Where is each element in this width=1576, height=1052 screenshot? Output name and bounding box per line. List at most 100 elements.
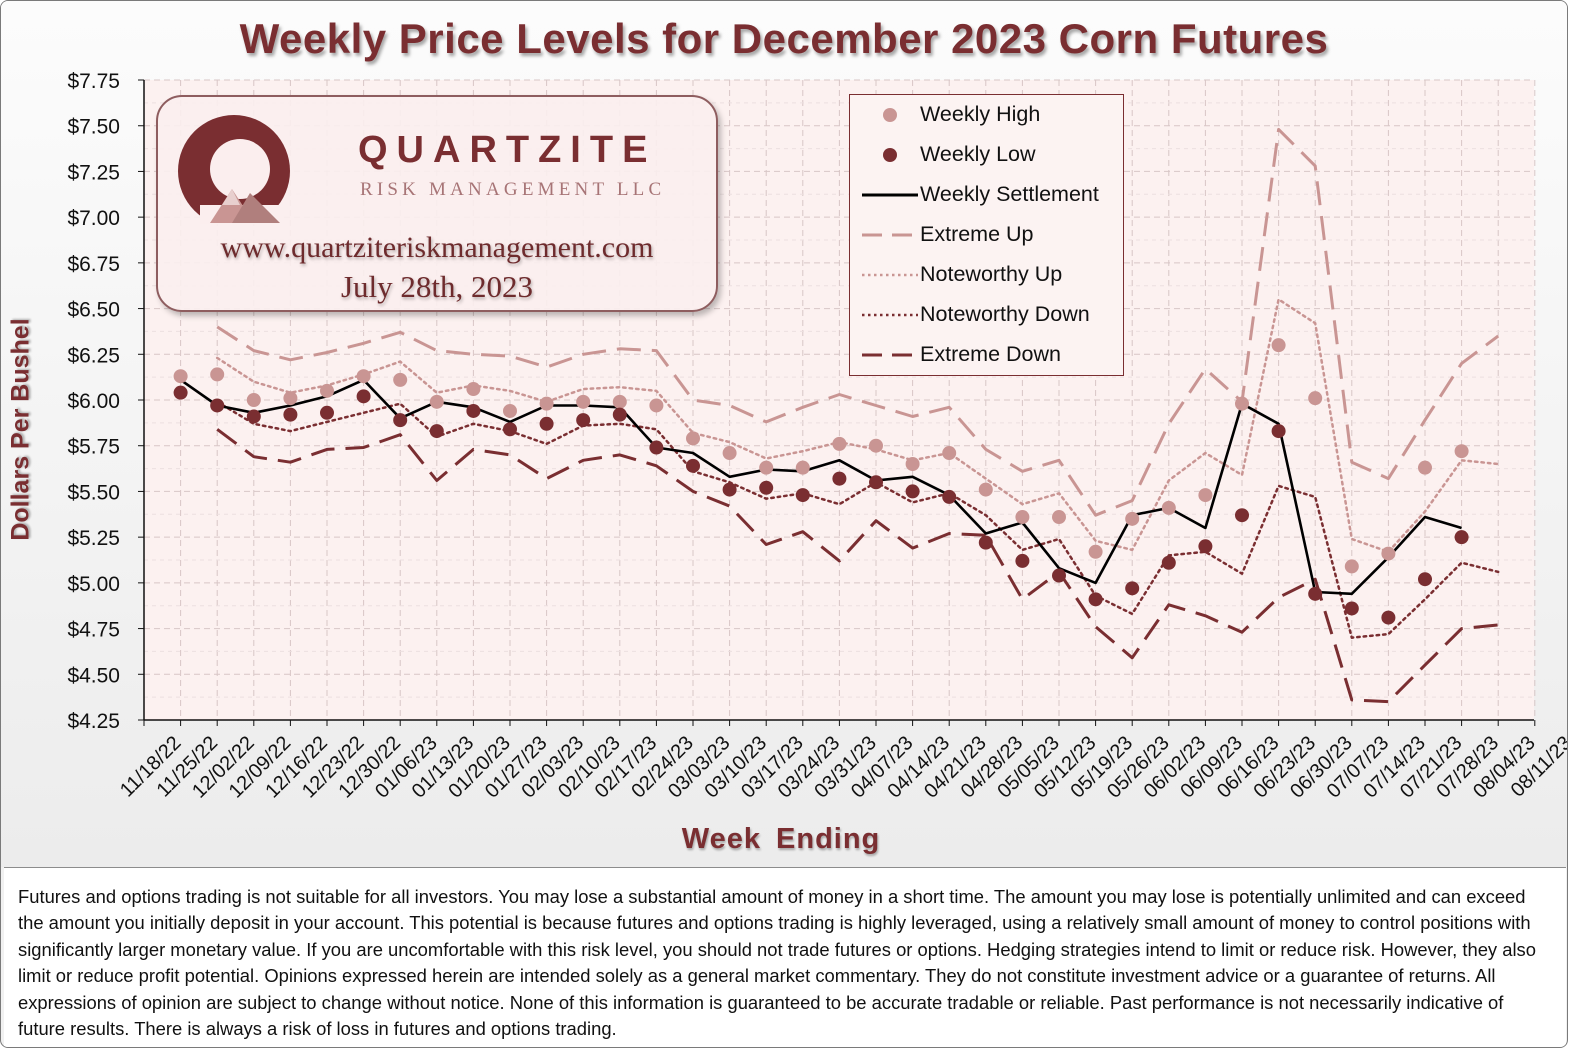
legend-marker-weekly-low: [883, 148, 897, 162]
point-weekly-low: [869, 475, 883, 490]
legend-item-noteworthy-down: Noteworthy Down: [850, 295, 1123, 335]
point-weekly-low: [1454, 530, 1469, 545]
logo-subtitle: RISK MANAGEMENT LLC: [360, 179, 666, 200]
y-tick-label: $4.75: [67, 619, 120, 642]
point-weekly-high: [1125, 511, 1140, 526]
legend-line-noteworthy-down: [862, 313, 918, 317]
point-weekly-high: [1271, 338, 1286, 353]
point-weekly-low: [210, 398, 225, 413]
legend-marker-weekly-high: [883, 108, 897, 122]
series-layer: [173, 127, 1500, 704]
point-weekly-high: [869, 438, 883, 453]
y-tick-label: $6.50: [67, 299, 120, 322]
point-weekly-low: [722, 482, 737, 497]
point-weekly-low: [649, 440, 664, 455]
point-weekly-high: [393, 372, 408, 387]
legend-line-noteworthy-up: [862, 273, 918, 277]
point-weekly-high: [283, 391, 298, 406]
legend-label: Extreme Down: [920, 342, 1061, 366]
point-weekly-high: [1381, 546, 1396, 561]
legend-line-extreme-down: [862, 353, 918, 357]
legend-label: Noteworthy Down: [920, 302, 1090, 326]
point-weekly-high: [210, 367, 225, 382]
point-weekly-high: [686, 431, 700, 446]
point-weekly-low: [1052, 568, 1066, 583]
y-tick-label: $7.50: [67, 116, 120, 139]
point-weekly-low: [320, 405, 334, 420]
point-weekly-low: [1344, 601, 1359, 616]
quartzite-logo-icon: [178, 115, 290, 224]
report-date: July 28th, 2023: [340, 269, 534, 304]
disclaimer-text: Futures and options trading is not suita…: [18, 886, 1536, 1040]
legend-item-weekly-high: Weekly High: [850, 95, 1123, 135]
point-weekly-high: [429, 394, 444, 409]
point-weekly-low: [1125, 581, 1140, 596]
axes: [138, 79, 1536, 726]
legend-line-extreme-up: [862, 233, 918, 237]
point-weekly-low: [1381, 610, 1396, 625]
point-weekly-high: [759, 460, 774, 475]
point-weekly-low: [686, 458, 700, 473]
series-line-extreme-up: [216, 127, 1500, 517]
point-weekly-low: [1235, 508, 1249, 523]
y-axis-label: Dollars Per Bushel: [6, 318, 35, 541]
point-weekly-high: [1052, 510, 1066, 525]
legend-label: Extreme Up: [920, 222, 1034, 246]
point-weekly-low: [1161, 555, 1176, 570]
logo-url: www.quartziteriskmanagement.com: [220, 231, 654, 264]
point-weekly-low: [795, 488, 810, 503]
chart-title: Weekly Price Levels for December 2023 Co…: [239, 15, 1329, 62]
point-weekly-high: [1235, 396, 1249, 411]
y-tick-label: $6.75: [67, 253, 120, 276]
point-weekly-low: [1418, 572, 1432, 587]
y-tick-label: $5.50: [67, 481, 120, 504]
legend-item-weekly-settlement: Weekly Settlement: [850, 175, 1123, 215]
point-weekly-high: [649, 398, 664, 413]
legend-label: Weekly Settlement: [920, 182, 1099, 206]
y-tick-label: $5.00: [67, 573, 120, 596]
point-weekly-high: [320, 383, 334, 398]
disclaimer-panel: Futures and options trading is not suita…: [4, 867, 1566, 1047]
y-tick-label: $4.25: [67, 710, 120, 733]
point-weekly-high: [832, 436, 847, 451]
legend-item-noteworthy-up: Noteworthy Up: [850, 255, 1123, 295]
point-weekly-high: [1015, 510, 1030, 525]
point-weekly-high: [1308, 391, 1323, 406]
point-weekly-high: [246, 393, 261, 407]
point-weekly-high: [503, 403, 517, 418]
point-weekly-high: [905, 457, 920, 471]
legend-item-weekly-low: Weekly Low: [850, 135, 1123, 175]
point-weekly-high: [539, 396, 554, 411]
point-weekly-high: [1418, 460, 1432, 475]
point-weekly-high: [1198, 488, 1213, 503]
point-weekly-low: [759, 480, 774, 495]
point-weekly-high: [612, 394, 627, 409]
point-weekly-high: [1344, 559, 1359, 574]
point-weekly-low: [429, 424, 444, 439]
point-weekly-low: [905, 484, 920, 499]
y-tick-labels: $4.25 $4.50 $4.75 $5.00 $5.25 $5.50 $5.75 $6.00…: [67, 70, 120, 733]
legend-item-extreme-up: Extreme Up: [850, 215, 1123, 255]
point-weekly-high: [722, 446, 737, 461]
point-weekly-high: [356, 369, 371, 384]
series-line-extreme-down: [216, 428, 1499, 704]
point-weekly-high: [795, 460, 810, 475]
y-tick-label: $7.25: [67, 161, 120, 184]
y-tick-label: $7.75: [67, 70, 120, 93]
point-weekly-low: [1015, 553, 1030, 568]
chart-legend: Weekly High Weekly Low Weekly Settlement…: [849, 94, 1124, 376]
point-weekly-low: [283, 407, 298, 422]
point-weekly-low: [576, 413, 591, 428]
point-weekly-high: [1088, 544, 1103, 559]
point-weekly-low: [356, 389, 371, 404]
legend-label: Weekly High: [920, 102, 1041, 126]
point-weekly-low: [466, 403, 481, 418]
point-weekly-low: [246, 409, 261, 424]
point-weekly-low: [173, 385, 188, 400]
legend-item-extreme-down: Extreme Down: [850, 335, 1123, 375]
point-weekly-low: [393, 413, 408, 428]
y-tick-label: $5.75: [67, 436, 120, 459]
legend-label: Weekly Low: [920, 142, 1036, 166]
point-weekly-low: [942, 489, 957, 504]
